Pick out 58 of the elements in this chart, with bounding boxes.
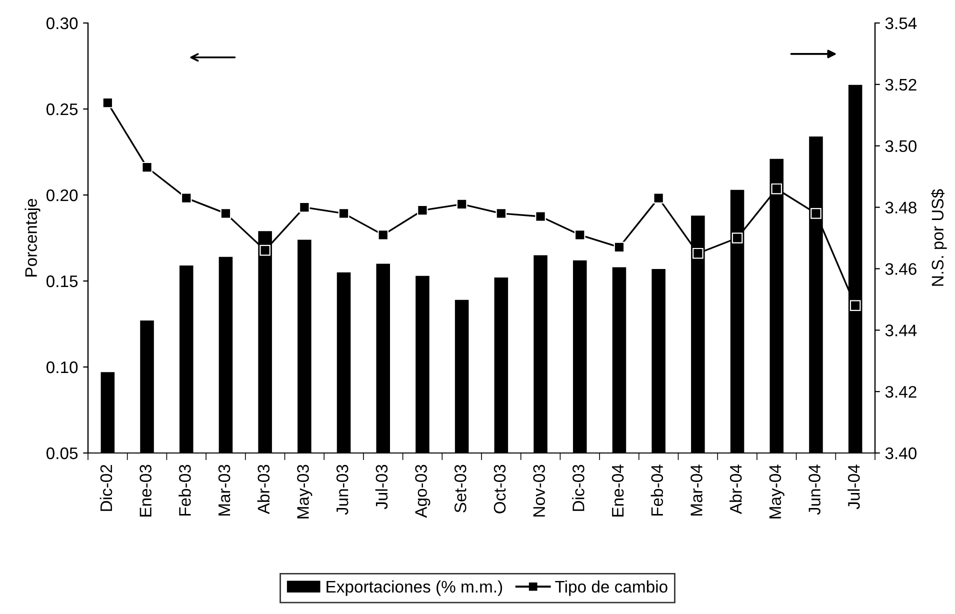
point (142, 162, 152, 173)
x-tick-label: Oct-03 (494, 464, 506, 514)
x-tick-label: Mar-03 (218, 464, 230, 516)
point (810, 208, 822, 219)
point (299, 202, 310, 213)
point (180, 192, 192, 204)
x-tick-label: Ago-03 (415, 464, 430, 518)
point (378, 230, 389, 240)
y2-tick-label: 3.44 (885, 324, 917, 336)
point (496, 208, 507, 219)
y-tick-label: 0.15 (46, 275, 78, 288)
x-tick-label: Jul-03 (375, 464, 388, 510)
point (220, 208, 232, 219)
x-tick-label: Ene-04 (612, 464, 624, 516)
y2-tick-label: 3.40 (885, 447, 917, 460)
x-tick-label: Mar-04 (690, 464, 702, 516)
point (417, 204, 428, 216)
y2-axis-title: N.S. por US$ (931, 189, 947, 286)
x-tick-label: Feb-04 (650, 464, 664, 516)
x-tick-label: Nov-03 (533, 464, 545, 516)
x-tick-label: Set-03 (454, 464, 466, 512)
y2-tick-label: 3.50 (885, 140, 917, 152)
y-tick-label: 0.25 (46, 103, 78, 116)
y2-tick-label: 3.42 (885, 386, 916, 398)
x-tick-label: Feb-03 (178, 464, 191, 516)
legend-label: Tipo de cambio (555, 580, 668, 596)
legend-label: Exportaciones (% m.m.) (326, 580, 502, 596)
point (732, 232, 743, 244)
x-tick-label: Jun-03 (336, 464, 348, 515)
x-tick-label: Ene-03 (140, 464, 152, 516)
point (102, 97, 114, 108)
y-tick-label: 0.30 (46, 17, 78, 30)
y-tick-label: 0.05 (46, 447, 78, 460)
x-tick-label: Jun-04 (808, 464, 820, 515)
y-tick-label: 0.10 (46, 361, 78, 374)
point (692, 248, 704, 259)
y2-tick-label: 3.52 (885, 78, 916, 91)
x-tick-label: Dic-03 (572, 464, 584, 511)
point (456, 198, 468, 210)
point (653, 192, 664, 204)
point (614, 242, 625, 253)
x-tick-label: Abr-03 (257, 464, 270, 514)
x-tick-label: Dic-02 (100, 464, 112, 511)
point (574, 230, 586, 240)
x-tick-label: Jul-04 (848, 464, 860, 510)
y2-tick-label: 3.46 (885, 263, 916, 275)
x-tick-label: May-03 (297, 464, 312, 518)
y2-tick-label: 3.54 (885, 17, 917, 30)
point (338, 208, 350, 219)
point (260, 244, 270, 256)
y2-tick-label: 3.48 (885, 202, 916, 214)
point (771, 183, 782, 194)
y-axis-title: Porcentaje (24, 198, 40, 276)
y-tick-label: 0.20 (46, 189, 78, 202)
point (850, 300, 861, 311)
x-tick-label: Abr-04 (730, 464, 742, 514)
point (535, 211, 546, 222)
x-tick-label: May-04 (769, 464, 784, 518)
